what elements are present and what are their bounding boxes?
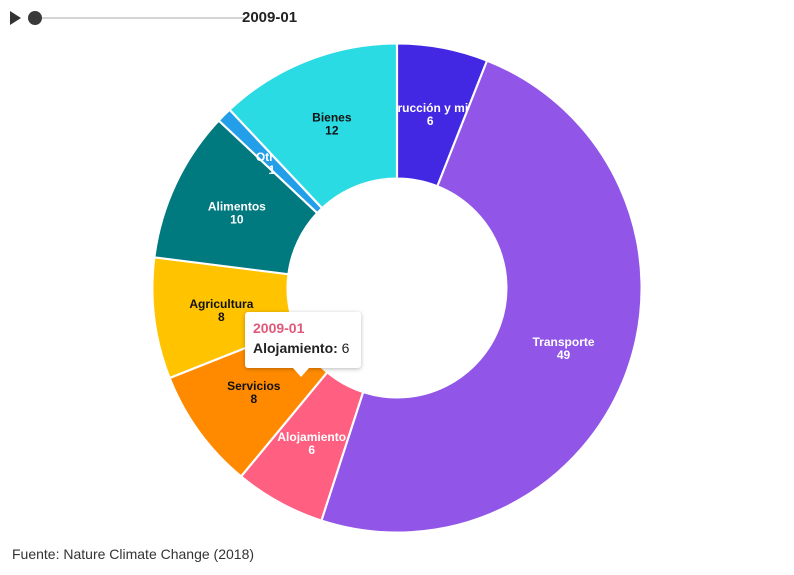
chart-tooltip: 2009-01 Alojamiento: 6 (245, 312, 361, 377)
slice-label: Servicios 8 (227, 379, 281, 406)
slice-label-value: 8 (218, 310, 225, 324)
slice-label-value: 12 (325, 123, 339, 137)
period-label: 2009-01 (242, 9, 298, 26)
slice-label-value: 8 (250, 392, 257, 406)
slice-label: Agricultura 8 (189, 297, 253, 324)
tooltip-arrow (293, 368, 309, 377)
slice-label-value: 6 (308, 443, 315, 457)
slice-label-name: Alimentos (208, 200, 266, 214)
slice-bienes[interactable] (229, 43, 397, 209)
slice-label-value: 6 (427, 114, 434, 128)
tooltip-title: 2009-01 (253, 320, 305, 336)
play-icon[interactable] (10, 11, 21, 25)
timeline-slider-handle[interactable] (28, 11, 42, 25)
slice-label: Construcción y minería 6 (363, 101, 497, 128)
source-note: Fuente: Nature Climate Change (2018) (12, 546, 255, 562)
slice-construcción-y-minería[interactable] (397, 43, 487, 187)
slice-label-name: Servicios (227, 379, 281, 393)
slice-label-value: 10 (230, 213, 244, 227)
slice-label: Alojamiento 6 (277, 430, 346, 457)
slice-label-name: Alojamiento (277, 430, 346, 444)
slice-otros[interactable] (218, 109, 322, 213)
slice-label-value: 49 (557, 348, 571, 362)
slice-label-name: Construcción y minería (363, 101, 497, 115)
slice-alojamiento[interactable] (241, 372, 364, 521)
slice-transporte[interactable] (321, 60, 642, 533)
slice-label-name: Bienes (312, 110, 352, 124)
tooltip-value-line: Alojamiento: 6 (253, 340, 349, 356)
slice-label: Bienes 12 (312, 110, 352, 137)
tooltip-label: Alojamiento: (253, 340, 338, 356)
slice-alimentos[interactable] (154, 120, 318, 275)
slice-label: Alimentos 10 (208, 200, 266, 227)
tooltip-value: 6 (341, 340, 350, 356)
slice-label-name: Agricultura (189, 297, 253, 311)
timeline-control: 2009-01 (10, 6, 330, 30)
slice-label: Transporte 49 (533, 335, 595, 362)
slice-label-value: 1 (268, 163, 275, 177)
slice-label-name: Transporte (533, 335, 595, 349)
timeline-slider-track[interactable] (32, 17, 244, 19)
